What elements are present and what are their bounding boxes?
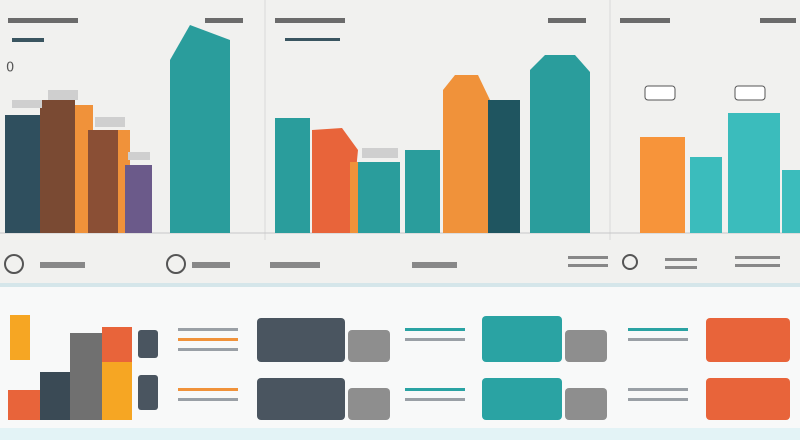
bottom-cards [178, 316, 790, 420]
bars-panel-2 [275, 55, 590, 233]
bottom-strip [0, 428, 800, 440]
label: 0 [6, 61, 14, 76]
bottom-chart [8, 315, 158, 420]
footer-glyphs [40, 256, 780, 269]
bars-panel-3 [640, 85, 800, 233]
bars-panel-1 [5, 25, 230, 233]
panel-dividers [264, 0, 611, 240]
footer-icons [4, 254, 638, 274]
header-glyphs [8, 18, 796, 42]
